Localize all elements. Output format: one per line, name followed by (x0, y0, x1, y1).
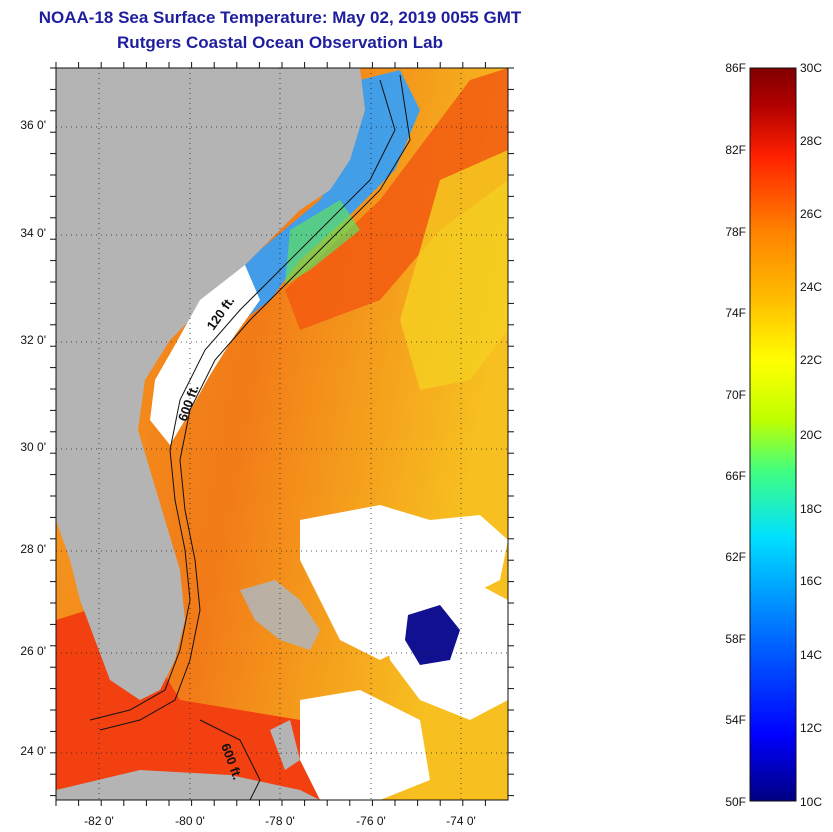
lon-label: -80 0' (175, 814, 205, 828)
colorbar-c-label: 10C (800, 795, 823, 809)
colorbar-f-label: 82F (725, 143, 746, 157)
colorbar-c-label: 18C (800, 502, 823, 516)
lat-label: 24 0' (20, 744, 46, 758)
shelf-cool-water (220, 70, 420, 330)
colorbar-c-label: 22C (800, 353, 823, 367)
lon-label: -82 0' (84, 814, 114, 828)
lon-label: -78 0' (265, 814, 295, 828)
offshore-yellow (400, 150, 508, 390)
colorbar-c-label: 30C (800, 61, 823, 75)
lat-label: 28 0' (20, 542, 46, 556)
map-title: NOAA-18 Sea Surface Temperature: May 02,… (38, 8, 522, 27)
colorbar-c-label: 12C (800, 721, 823, 735)
shelf-green-water (285, 200, 360, 285)
land-bahamas (240, 580, 320, 650)
colorbar-f-label: 78F (725, 225, 746, 239)
colorbar-f-label: 54F (725, 713, 746, 727)
colorbar-f-label: 58F (725, 632, 746, 646)
lat-label: 36 0' (20, 118, 46, 132)
land-southeast-us (56, 68, 365, 700)
colorbar-c-label: 20C (800, 428, 823, 442)
graticule (56, 68, 508, 800)
colorbar-f-label: 70F (725, 388, 746, 402)
lon-label: -76 0' (356, 814, 386, 828)
colorbar-f-label: 86F (725, 61, 746, 75)
contour-600ft-south (199, 719, 261, 800)
contour-600ft (99, 74, 411, 731)
cloud-bahamas (300, 505, 508, 660)
lon-label: -74 0' (446, 814, 476, 828)
colorbar-f-label: 50F (725, 795, 746, 809)
colorbar-c-label: 24C (800, 280, 823, 294)
lat-label: 26 0' (20, 644, 46, 658)
colorbar (749, 67, 797, 802)
colorbar-c-label: 26C (800, 207, 823, 221)
lat-label: 30 0' (20, 440, 46, 454)
map-raster: 120 ft. 600 ft. 600 ft. (56, 68, 508, 800)
cloud-south (300, 690, 430, 800)
colorbar-c-label: 28C (800, 134, 823, 148)
lat-label: 34 0' (20, 226, 46, 240)
cloud-near-coast (150, 265, 260, 445)
cold-patch (405, 605, 460, 665)
colorbar-f-label: 66F (725, 469, 746, 483)
axis-ticks (50, 62, 514, 806)
gulf-stream (285, 68, 508, 330)
colorbar-c-label: 16C (800, 574, 823, 588)
contour-120ft (89, 79, 396, 721)
lat-label: 32 0' (20, 333, 46, 347)
land-andros (270, 720, 300, 770)
colorbar-f-label: 74F (725, 306, 746, 320)
map-subtitle: Rutgers Coastal Ocean Observation Lab (117, 33, 443, 52)
colorbar-c-label: 14C (800, 648, 823, 662)
colorbar-f-label: 62F (725, 550, 746, 564)
